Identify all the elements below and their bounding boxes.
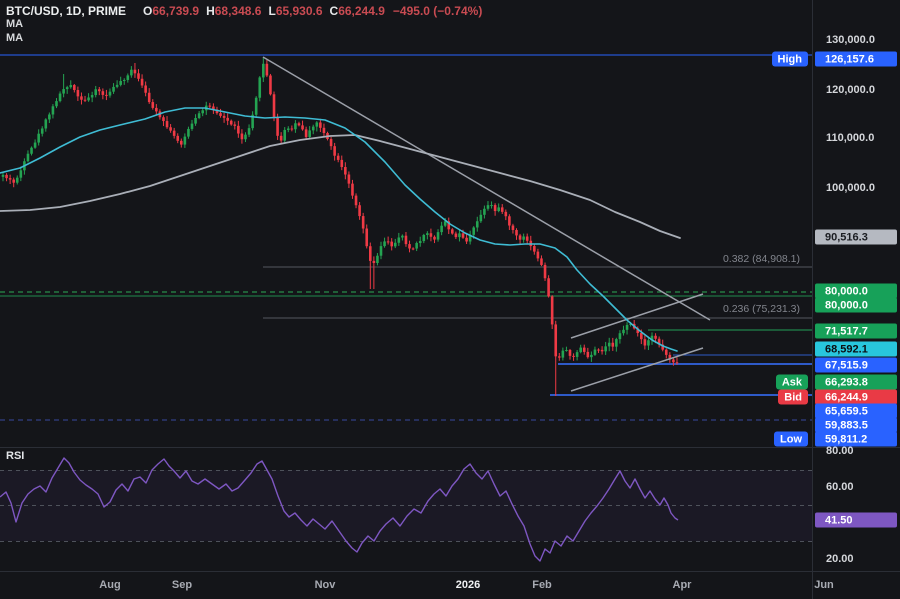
ohlc-key: O	[143, 4, 153, 18]
svg-text:0.382 (84,908.1): 0.382 (84,908.1)	[723, 253, 800, 265]
price-label-chip: 67,515.9	[815, 357, 897, 373]
level-lines-layer	[0, 54, 812, 421]
high-tag: High	[771, 51, 808, 67]
price-label-chip: 66,293.8	[815, 374, 897, 390]
price-axis-tick: 20.00	[826, 553, 854, 565]
price-label-chip: 59,811.2	[815, 431, 897, 447]
ohlc-value: 65,930.6	[275, 4, 323, 18]
price-label-chip: 90,516.3	[815, 229, 897, 245]
price-axis[interactable]: 130,000.0 120,000.0 110,000.0 100,000.0 80.0…	[771, 0, 900, 571]
time-axis-label: Aug	[99, 579, 121, 591]
moving-averages-layer	[0, 107, 681, 352]
price-label-chip: 68,592.1	[815, 341, 897, 357]
price-axis-tick: 110,000.0	[826, 132, 875, 144]
price-label-chip: 41.50	[815, 512, 897, 528]
ohlc-key: L	[268, 4, 276, 18]
price-label-chip: 71,517.7	[815, 323, 897, 339]
ohlc-key: C	[329, 4, 339, 18]
price-label-chip: 65,659.5	[815, 403, 897, 419]
time-axis-label: Feb	[532, 579, 552, 591]
ohlc-key: H	[206, 4, 215, 18]
ohlc-value: 66,244.9	[338, 4, 385, 18]
low-tag: Low	[774, 431, 808, 447]
candles-layer	[1, 57, 679, 396]
symbol-title: BTC/USD, 1D, PRIME	[6, 4, 127, 18]
ask-tag: Ask	[775, 374, 808, 390]
price-label-chip: 66,244.9	[815, 389, 897, 405]
svg-text:0.236 (75,231.3): 0.236 (75,231.3)	[723, 303, 800, 315]
ohlc-value: 66,739.9	[152, 4, 200, 18]
price-label-chip: 80,000.0	[815, 297, 897, 313]
price-label-chip: 59,883.5	[815, 417, 897, 433]
time-axis-label: Apr	[672, 579, 692, 591]
fib-labels-layer: 0.382 (84,908.1) 0.236 (75,231.3)	[723, 253, 800, 315]
price-axis-tick: 60.00	[826, 481, 854, 493]
price-axis-tick: 80.00	[826, 445, 854, 457]
trendlines-layer	[262, 56, 711, 392]
time-axis-label: Nov	[314, 579, 336, 591]
bid-tag: Bid	[778, 389, 808, 405]
rsi-pane-layer	[0, 457, 812, 562]
price-axis-tick: 130,000.0	[826, 34, 875, 46]
price-label-chip: 126,157.6	[815, 51, 897, 67]
rsi-indicator-label[interactable]: RSI	[6, 450, 25, 462]
ohlc-values: O66,739.9 H68,348.6 L65,930.6 C66,244.9	[136, 4, 385, 18]
price-label-chip: 80,000.0	[815, 283, 897, 299]
time-axis-label: 2026	[455, 579, 481, 591]
price-axis-tick: 100,000.0	[826, 182, 875, 194]
ma-indicator-label-2[interactable]: MA	[6, 32, 24, 44]
price-axis-tick: 120,000.0	[826, 84, 875, 96]
ohlc-value: 68,348.6	[214, 4, 262, 18]
time-axis-label: Jun	[814, 579, 834, 591]
ma-indicator-label-1[interactable]: MA	[6, 18, 24, 30]
change-value: −495.0 (−0.74%)	[392, 4, 483, 18]
time-axis-label: Sep	[171, 579, 193, 591]
time-axis[interactable]: Aug Sep Nov 2026 Feb Apr Jun	[0, 571, 900, 599]
symbol-legend[interactable]: BTC/USD, 1D, PRIME O66,739.9 H68,348.6 L65,…	[6, 4, 482, 18]
